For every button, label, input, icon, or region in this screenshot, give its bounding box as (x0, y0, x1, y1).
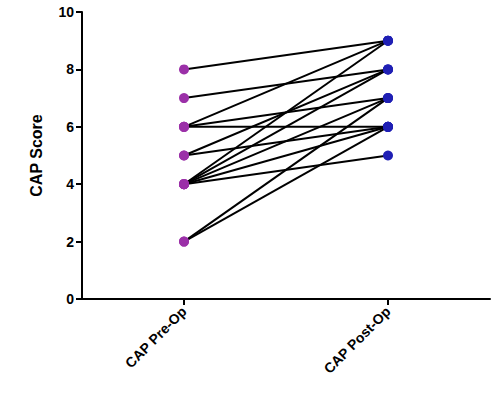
svg-text:8: 8 (66, 61, 74, 77)
svg-text:4: 4 (66, 176, 74, 192)
svg-text:10: 10 (58, 4, 74, 20)
svg-text:CAP Pre-Op: CAP Pre-Op (122, 303, 190, 371)
svg-text:0: 0 (66, 291, 74, 307)
svg-text:2: 2 (66, 234, 74, 250)
svg-text:CAP Score: CAP Score (28, 114, 45, 197)
svg-text:CAP Post-Op: CAP Post-Op (320, 303, 393, 376)
svg-text:6: 6 (66, 119, 74, 135)
